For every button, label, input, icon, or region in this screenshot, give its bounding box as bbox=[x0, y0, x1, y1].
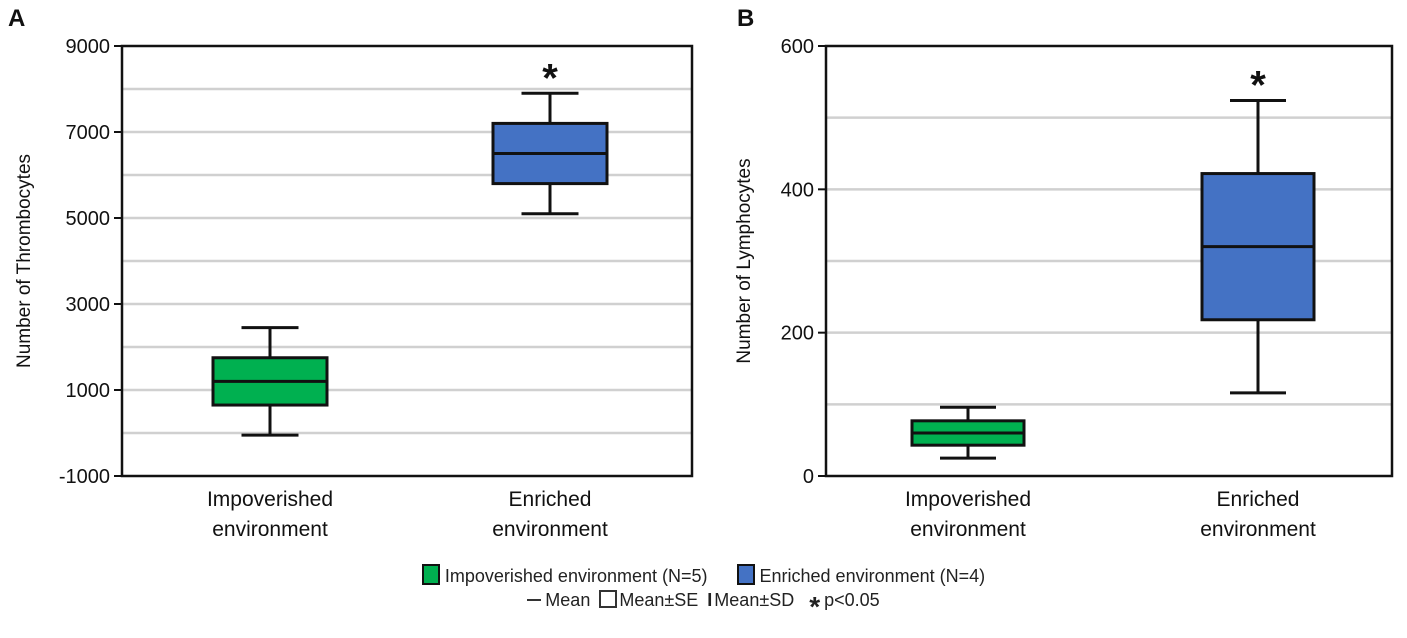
panel-b-plot-frame bbox=[824, 44, 1394, 478]
panel-a-box-1-significance-marker: * bbox=[542, 56, 558, 100]
panel-a-label: A bbox=[8, 5, 25, 32]
legend-significance: * p<0.05 bbox=[803, 590, 879, 623]
panel-b-xlabel-1-line-1: environment bbox=[1200, 518, 1316, 541]
panel-b-ytick-label-0: 0 bbox=[803, 466, 814, 488]
panel-b-box-1-significance-marker: * bbox=[1250, 63, 1266, 107]
legend-se: Mean±SE bbox=[599, 590, 698, 611]
panel-a-xlabel-1-line-0: Enriched bbox=[509, 488, 592, 511]
legend-item-impoverished: Impoverished environment (N=5) bbox=[421, 564, 708, 587]
whisker-icon: I bbox=[707, 590, 713, 610]
legend-sd: I Mean±SD bbox=[707, 590, 794, 611]
panel-b-xlabel-1-line-0: Enriched bbox=[1217, 488, 1300, 511]
panel-a-xlabel-1-line-1: environment bbox=[492, 518, 608, 541]
panel-a-ylabel: Number of Thrombocytes bbox=[14, 154, 35, 368]
panel-a-ytick-label-3: 5000 bbox=[66, 208, 111, 230]
legend-item-enriched: Enriched environment (N=4) bbox=[736, 564, 986, 587]
panel-a-xlabel-0-line-1: environment bbox=[212, 518, 328, 541]
legend-se-label: Mean±SE bbox=[619, 590, 699, 610]
legend-label-enriched: Enriched environment (N=4) bbox=[759, 566, 986, 586]
legend-label-impoverished: Impoverished environment (N=5) bbox=[444, 566, 708, 586]
panel-a-xlabel-0-line-0: Impoverished bbox=[207, 488, 333, 511]
legend-sd-label: Mean±SD bbox=[714, 590, 795, 610]
box-icon bbox=[599, 590, 618, 608]
panel-b-ytick-label-3: 600 bbox=[781, 36, 814, 58]
legend-sig-label: p<0.05 bbox=[824, 590, 880, 610]
panel-b-xlabel-0-line-0: Impoverished bbox=[905, 488, 1031, 511]
mean-line-icon bbox=[527, 599, 542, 601]
panel-b-label: B bbox=[737, 5, 754, 32]
legend-swatch-impoverished bbox=[421, 564, 440, 585]
panel-a-ytick-label-1: 1000 bbox=[66, 380, 111, 402]
panel-a-ytick-label-4: 7000 bbox=[66, 122, 111, 144]
legend-series: Impoverished environment (N=5) Enriched … bbox=[0, 564, 1407, 587]
legend-stats: Mean Mean±SE I Mean±SD * p<0.05 bbox=[0, 590, 1407, 623]
panel-a-ytick-label-5: 9000 bbox=[66, 36, 111, 58]
legend-mean-label: Mean bbox=[545, 590, 591, 610]
panel-a-plot-frame bbox=[120, 44, 694, 478]
panel-b-xlabel-0-line-1: environment bbox=[910, 518, 1026, 541]
legend-swatch-enriched bbox=[736, 564, 755, 585]
legend-mean: Mean bbox=[527, 590, 590, 611]
panel-a-ytick-label-2: 3000 bbox=[66, 294, 111, 316]
asterisk-icon: * bbox=[809, 591, 821, 622]
panel-b-ylabel: Number of Lymphocytes bbox=[734, 158, 755, 363]
panel-b-ytick-label-1: 200 bbox=[781, 323, 814, 345]
panel-b-ytick-label-2: 400 bbox=[781, 179, 814, 201]
panel-a-ytick-label-0: -1000 bbox=[59, 466, 110, 488]
